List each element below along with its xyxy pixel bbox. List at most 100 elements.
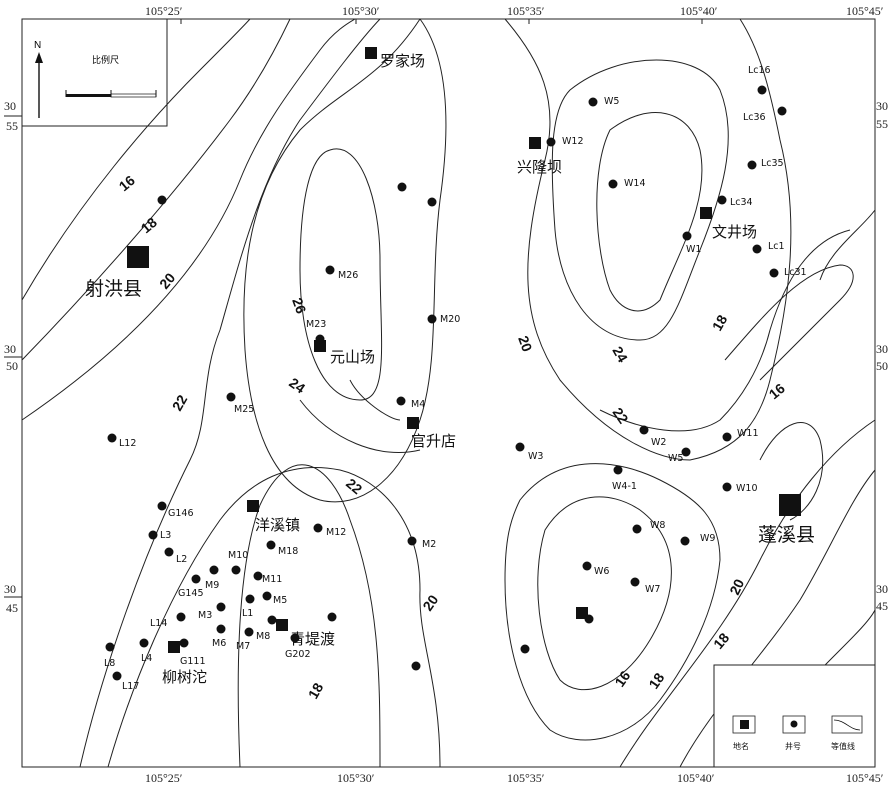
place-marker (700, 207, 712, 219)
well-label: L3 (160, 530, 171, 541)
contour-label: 24 (286, 374, 308, 396)
lat-tick-left-min: 45 (6, 601, 18, 615)
places: 罗家场 兴隆坝 文井场 射洪县 元山场 官升店 洋溪镇 青堤渡 柳树沱 蓬溪县 (85, 47, 815, 686)
well-dot (179, 638, 189, 648)
contour-label: 16 (611, 668, 633, 690)
well-dot (546, 137, 556, 147)
well-dot (769, 268, 779, 278)
well-label: L4 (141, 653, 152, 664)
place-marker (529, 137, 541, 149)
well-dot (157, 501, 167, 511)
map-frame (21, 18, 876, 768)
well-dot (245, 594, 255, 604)
scale-label: 比例尺 (92, 54, 119, 66)
legend-place-icon (740, 720, 749, 729)
lat-tick-left-min: 50 (6, 359, 18, 373)
lon-tick-bottom: 105°45′ (846, 771, 884, 785)
well-dot (747, 160, 757, 170)
well-label: M4 (411, 399, 425, 410)
well-dot (216, 602, 226, 612)
north-scale-inset: N 比例尺 (21, 18, 168, 127)
well-dot (253, 571, 263, 581)
well-label: M5 (273, 595, 287, 606)
left-latitude-ticks: 30 55 30 50 30 45 (4, 99, 22, 615)
well-dot (588, 97, 598, 107)
well-dot (613, 465, 623, 475)
well-dot (262, 591, 272, 601)
well-dot (244, 627, 254, 637)
well-label: W10 (736, 483, 757, 494)
well-label: M23 (306, 319, 326, 330)
north-label: N (34, 40, 41, 51)
place-marker (247, 500, 259, 512)
well-dot (722, 432, 732, 442)
well-dot (396, 396, 406, 406)
well-label: L8 (104, 658, 115, 669)
place-label-pengxixian: 蓬溪县 (758, 524, 815, 546)
well-label: M3 (198, 610, 212, 621)
lat-tick-left-deg: 30 (4, 99, 16, 113)
place-marker (276, 619, 288, 631)
well-dot (630, 577, 640, 587)
contour-label: 18 (138, 214, 160, 236)
contour-label: 20 (156, 270, 178, 292)
well-dot (148, 530, 158, 540)
well-label: Lc16 (748, 65, 771, 76)
well-label: M9 (205, 580, 219, 591)
contour-label: 26 (289, 296, 309, 316)
place-marker (407, 417, 419, 429)
well-label: G111 (180, 656, 206, 667)
place-label-guanshengdian: 官升店 (411, 432, 456, 450)
top-longitude-ticks: 105°25′ 105°30′ 105°35′ 105°40′ 105°45′ (145, 4, 884, 24)
isolines (21, 18, 876, 768)
well-label: M2 (422, 539, 436, 550)
well-dot (427, 197, 437, 207)
well-label: M26 (338, 270, 358, 281)
lat-tick-left-min: 55 (6, 119, 18, 133)
lon-tick-bottom: 105°25′ (145, 771, 183, 785)
right-latitude-ticks: 30 55 30 50 30 45 (876, 99, 888, 613)
well-dot (191, 574, 201, 584)
legend-well-icon (790, 720, 798, 728)
legend-contour-label: 等值线 (831, 741, 855, 751)
place-marker (576, 607, 588, 619)
contour-label: 20 (515, 334, 535, 354)
well-dot (682, 231, 692, 241)
well-dot (226, 392, 236, 402)
well-label: L17 (122, 681, 139, 692)
well-dot (267, 615, 277, 625)
legend: 地名 井号 等值线 (713, 664, 876, 768)
well-dot (777, 106, 787, 116)
well-dot (176, 612, 186, 622)
well-label: M6 (212, 638, 226, 649)
well-dot (107, 433, 117, 443)
well-label: M25 (234, 404, 254, 415)
well-label: M11 (262, 574, 282, 585)
well-dot (752, 244, 762, 254)
well-label: W9 (700, 533, 715, 544)
lat-tick-right-min: 50 (876, 359, 888, 373)
contour-label: 20 (419, 592, 441, 614)
place-label-yangxizhen: 洋溪镇 (255, 516, 300, 534)
well-label: M18 (278, 546, 298, 557)
place-label-luojiachang: 罗家场 (380, 52, 425, 70)
lat-tick-right-deg: 30 (876, 342, 888, 356)
contour-label: 16 (116, 172, 138, 194)
well-label: M10 (228, 550, 248, 561)
well-label: W5 (668, 453, 683, 464)
lon-tick-top: 105°35′ (507, 4, 545, 18)
well-label: G202 (285, 649, 311, 660)
well-dot (632, 524, 642, 534)
contour-label: 18 (305, 680, 327, 702)
well-label: M12 (326, 527, 346, 538)
well-label: Lc1 (768, 241, 785, 252)
well-dot (216, 624, 226, 634)
contour-label: 18 (709, 312, 731, 334)
well-dot (231, 565, 241, 575)
well-label: W4-1 (612, 481, 637, 492)
well-dot (157, 195, 167, 205)
lon-tick-bottom: 105°40′ (677, 771, 715, 785)
well-dot (209, 565, 219, 575)
lat-tick-left-deg: 30 (4, 582, 16, 596)
place-label-shehongxian: 射洪县 (85, 278, 142, 300)
